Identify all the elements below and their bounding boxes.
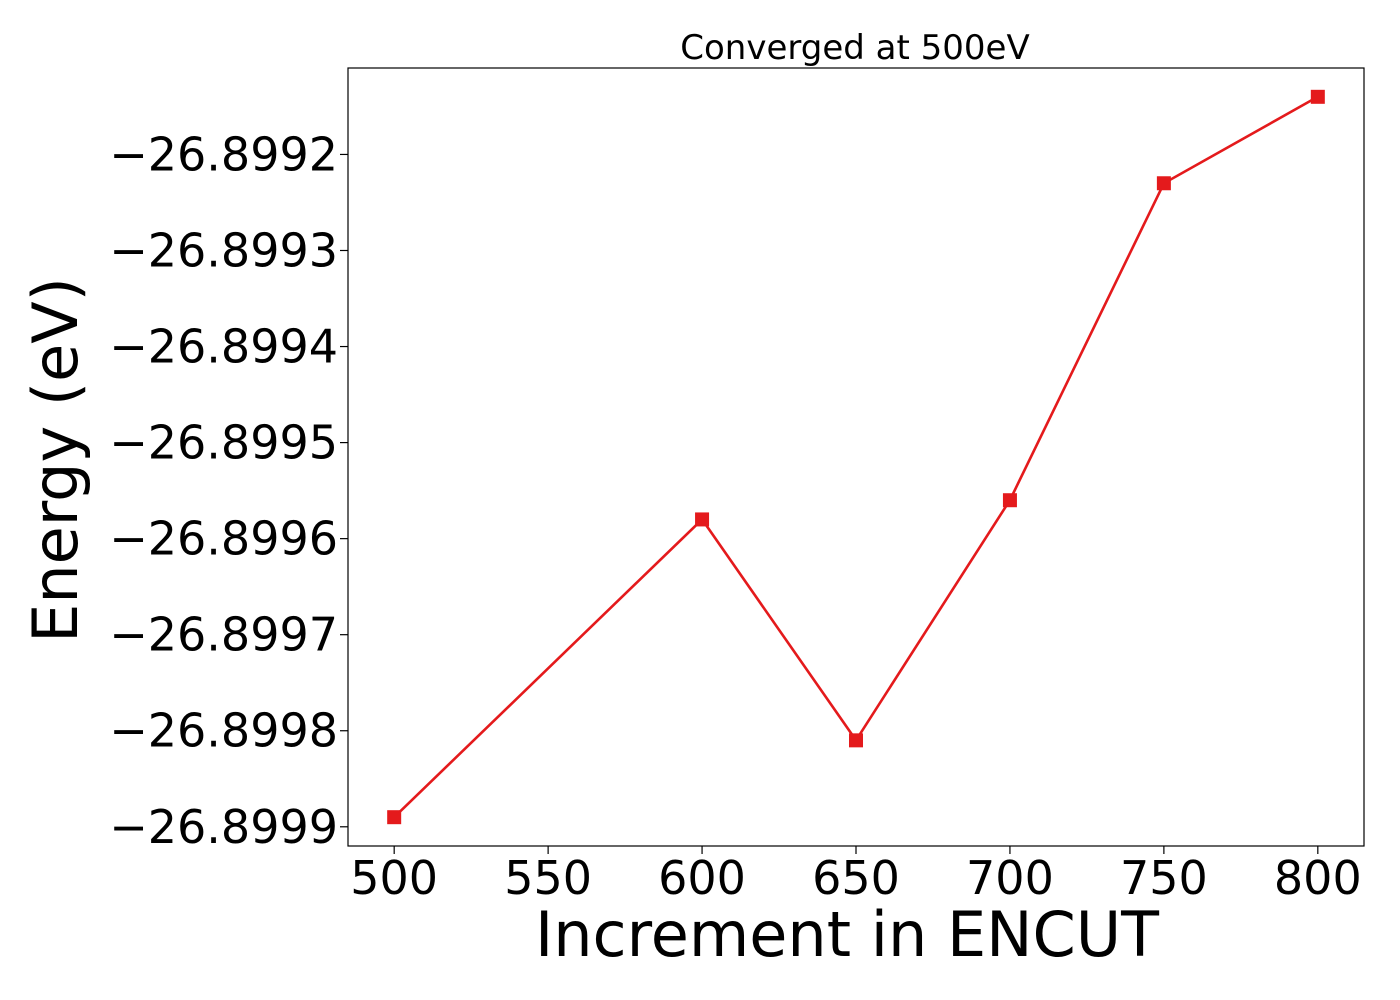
y-tick-label: −26.8998 — [109, 704, 338, 758]
x-tick-label: 700 — [966, 851, 1054, 905]
x-tick-label: 550 — [504, 851, 592, 905]
data-point-marker — [387, 810, 402, 825]
data-point-marker — [1002, 493, 1017, 508]
y-axis-label: Energy (eV) — [19, 277, 92, 643]
data-point-marker — [849, 733, 863, 748]
chart-title: Converged at 500eV — [680, 28, 1029, 68]
y-tick-label: −26.8994 — [109, 320, 338, 374]
y-tick-label: −26.8997 — [109, 608, 338, 662]
y-tick-label: −26.8996 — [109, 512, 338, 566]
x-axis-label: Increment in ENCUT — [535, 898, 1160, 971]
x-tick-label: 600 — [658, 851, 746, 905]
y-tick-label: −26.8992 — [109, 127, 338, 181]
data-point-marker — [1310, 89, 1325, 104]
y-tick-label: −26.8993 — [109, 223, 338, 277]
x-tick-label: 750 — [1120, 851, 1208, 905]
x-tick-label: 650 — [812, 851, 900, 905]
y-tick-label: −26.8995 — [109, 416, 338, 470]
x-tick-label: 500 — [350, 851, 438, 905]
y-tick-label: −26.8999 — [109, 800, 338, 854]
plot-area-frame — [347, 67, 1365, 847]
series-layer — [387, 89, 1325, 825]
x-tick-label: 800 — [1274, 851, 1362, 905]
data-point-marker — [1156, 176, 1171, 191]
y-axis-ticks: −26.8999 −26.8998 −26.8997 −26.8996 −26.8995… — [109, 127, 348, 854]
data-point-marker — [695, 512, 710, 527]
x-axis-ticks: 500 550 600 650 700 750 800 — [350, 846, 1362, 905]
series-line — [393, 95, 1319, 819]
